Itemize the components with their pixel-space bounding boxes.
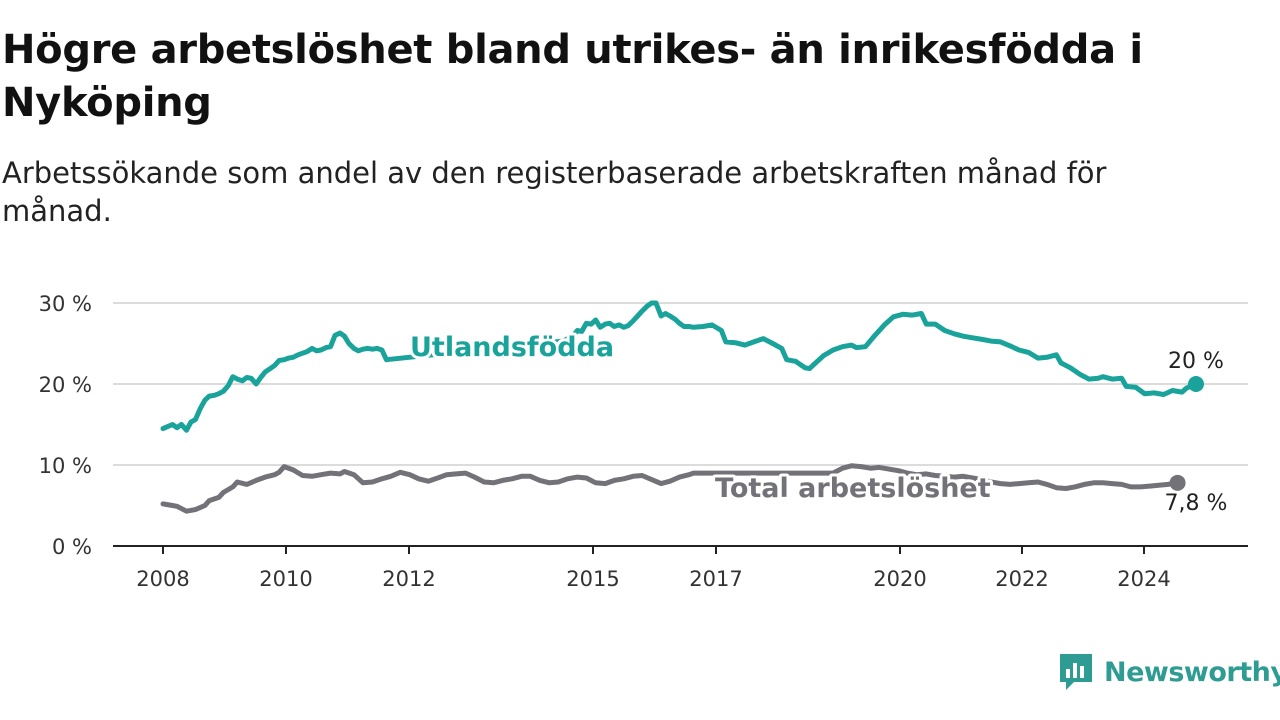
x-tick-label: 2024: [1117, 567, 1170, 591]
end-value-label-total-arbetsloshet: 7,8 %: [1165, 491, 1228, 516]
x-tick-label: 2015: [566, 567, 619, 591]
end-point-utlandsfodda: [1188, 376, 1204, 392]
y-tick-label: 30 %: [39, 292, 92, 316]
chart-subtitle: Arbetssökande som andel av den registerb…: [2, 156, 1107, 228]
series-label-utlandsfodda: Utlandsfödda: [410, 332, 614, 363]
y-tick-label: 10 %: [39, 454, 92, 478]
end-point-total-arbetsloshet: [1169, 474, 1186, 491]
brand-name: Newsworthy: [1104, 656, 1280, 688]
end-value-label-utlandsfodda: 20 %: [1168, 349, 1224, 374]
x-tick-label: 2017: [689, 567, 742, 591]
y-tick-label: 0 %: [52, 535, 92, 559]
x-tick-label: 2012: [382, 567, 435, 591]
series-line-total-arbetsloshet: [160, 463, 1181, 514]
newsworthy-logo: Newsworthy: [1058, 652, 1280, 692]
x-tick-label: 2022: [995, 567, 1048, 591]
chart-title: Högre arbetslöshet bland utrikes- än inr…: [2, 27, 1143, 126]
series-line-utlandsfodda: [160, 300, 1199, 433]
x-tick-label: 2020: [873, 567, 926, 591]
series-label-total-arbetsloshet: Total arbetslöshet: [715, 473, 991, 504]
newsworthy-logo-icon: [1060, 654, 1092, 690]
y-tick-label: 20 %: [39, 373, 92, 397]
x-tick-label: 2008: [136, 567, 189, 591]
x-tick-label: 2010: [259, 567, 312, 591]
